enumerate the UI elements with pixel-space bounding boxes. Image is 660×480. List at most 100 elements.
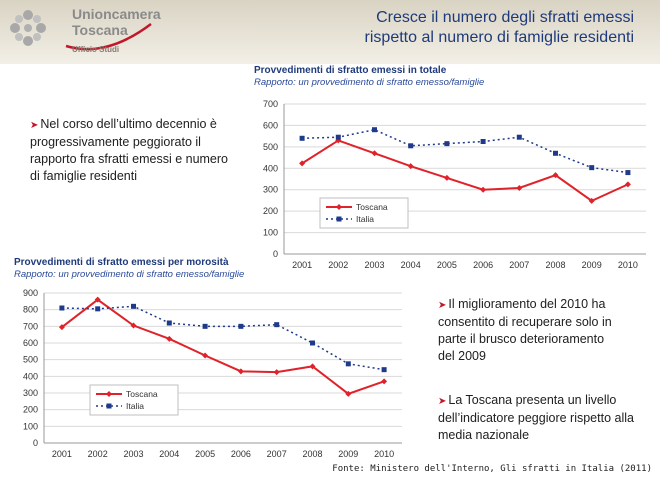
x-tick-label: 2002: [328, 260, 348, 270]
x-tick-label: 2005: [195, 449, 215, 459]
data-point-italia: [381, 367, 387, 373]
header-bar: Unioncamera Toscana Ufficio Studi Cresce…: [0, 0, 660, 64]
y-tick-label: 700: [23, 321, 38, 331]
data-point-toscana: [552, 172, 559, 179]
legend-marker-toscana: [336, 204, 342, 210]
data-point-italia: [299, 135, 305, 141]
y-tick-label: 800: [23, 305, 38, 315]
x-tick-label: 2004: [401, 260, 421, 270]
data-point-italia: [480, 139, 486, 144]
data-point-toscana: [299, 160, 306, 167]
data-point-italia: [238, 323, 244, 329]
bullet-2: ➤ Il miglioramento del 2010 ha consentito…: [438, 296, 624, 365]
chart-total-evictions: Provvedimenti di sfratto emessi in total…: [254, 65, 646, 270]
org-subtitle: Ufficio Studi: [72, 45, 120, 54]
logo-swoosh: [65, 23, 152, 51]
y-tick-label: 400: [23, 371, 38, 381]
y-tick-label: 200: [263, 206, 278, 216]
y-tick-label: 400: [263, 163, 278, 173]
data-point-toscana: [130, 322, 137, 329]
data-point-italia: [310, 340, 315, 346]
y-tick-label: 300: [23, 388, 38, 398]
page-title: Cresce il numero degli sfratti emessi ri…: [214, 8, 634, 48]
data-point-toscana: [58, 324, 65, 331]
x-tick-label: 2010: [374, 449, 394, 459]
data-point-italia: [444, 141, 450, 147]
series-line-italia: [61, 305, 385, 371]
chart-arrears-evictions: Provvedimenti di sfratto emessi per moro…: [14, 257, 402, 459]
legend-label: Italia: [356, 214, 374, 224]
arrow-bullet-icon: ➤: [438, 396, 447, 407]
x-tick-label: 2001: [52, 449, 72, 459]
x-tick-label: 2003: [123, 449, 143, 459]
org-name-line2: Toscana: [72, 22, 128, 38]
chart-title: Provvedimenti di sfratto emessi in total…: [254, 65, 447, 76]
y-tick-label: 700: [263, 99, 278, 109]
x-tick-label: 2005: [437, 260, 457, 270]
y-tick-label: 0: [33, 438, 38, 448]
data-point-italia: [131, 303, 136, 309]
x-tick-label: 2010: [618, 260, 638, 270]
data-point-toscana: [166, 335, 173, 342]
x-tick-label: 2004: [159, 449, 179, 459]
chart-subtitle: Rapporto: un provvedimento di sfratto em…: [254, 77, 484, 88]
data-point-toscana: [480, 186, 487, 193]
data-point-toscana: [237, 368, 244, 375]
y-tick-label: 300: [263, 185, 278, 195]
y-tick-label: 500: [23, 355, 38, 365]
y-tick-label: 600: [263, 120, 278, 130]
chart-title: Provvedimenti di sfratto emessi per moro…: [14, 257, 229, 268]
x-tick-label: 2007: [267, 449, 287, 459]
bullet-3: ➤ La Toscana presenta un livello dell’ind…: [438, 392, 634, 444]
data-point-toscana: [345, 390, 352, 397]
page-title-line1: Cresce il numero degli sfratti emessi: [376, 9, 634, 26]
data-point-italia: [95, 306, 101, 312]
data-point-toscana: [309, 363, 316, 370]
arrow-bullet-icon: ➤: [438, 300, 447, 311]
legend-marker-toscana: [106, 391, 112, 397]
x-tick-label: 2007: [509, 260, 529, 270]
legend-marker-italia: [106, 403, 112, 409]
data-point-italia: [553, 150, 558, 156]
y-tick-label: 500: [263, 142, 278, 152]
data-point-italia: [202, 323, 208, 329]
logo-star-icon: [10, 10, 46, 46]
data-point-italia: [408, 143, 414, 149]
data-point-toscana: [588, 197, 595, 204]
data-point-toscana: [407, 163, 414, 170]
data-point-toscana: [381, 378, 388, 385]
chart-subtitle: Rapporto: un provvedimento di sfratto em…: [14, 269, 244, 280]
data-point-italia: [166, 320, 172, 326]
data-point-italia: [589, 165, 595, 171]
data-point-toscana: [371, 150, 378, 157]
x-tick-label: 2001: [292, 260, 312, 270]
bullet-1: ➤ Nel corso dell’ultimo decennio è progre…: [30, 116, 240, 185]
y-tick-label: 100: [23, 421, 38, 431]
data-point-italia: [372, 127, 377, 133]
org-name-line1: Unioncamera: [72, 6, 161, 22]
source-note: Fonte: Ministero dell'Interno, Gli sfrat…: [332, 464, 652, 474]
page-title-line2: rispetto al numero di famiglie residenti: [364, 29, 634, 46]
x-tick-label: 2009: [582, 260, 602, 270]
legend-marker-italia: [336, 216, 342, 222]
y-tick-label: 100: [263, 228, 278, 238]
arrow-bullet-icon: ➤: [30, 120, 39, 131]
y-tick-label: 900: [23, 288, 38, 298]
series-line-toscana: [301, 139, 629, 203]
data-point-italia: [274, 322, 280, 328]
x-tick-label: 2002: [88, 449, 108, 459]
data-point-italia: [625, 170, 631, 176]
x-tick-label: 2008: [302, 449, 322, 459]
legend-box: [89, 384, 179, 416]
x-tick-label: 2009: [338, 449, 358, 459]
data-point-toscana: [273, 369, 280, 376]
data-point-italia: [345, 361, 351, 367]
y-tick-label: 200: [23, 405, 38, 415]
bullet-2-text: Il miglioramento del 2010 ha consentito …: [438, 297, 612, 363]
y-tick-label: 600: [23, 338, 38, 348]
x-tick-label: 2003: [364, 260, 384, 270]
data-point-toscana: [516, 185, 523, 191]
legend-label: Italia: [126, 401, 144, 411]
series-line-italia: [302, 128, 629, 174]
data-point-toscana: [202, 352, 209, 359]
